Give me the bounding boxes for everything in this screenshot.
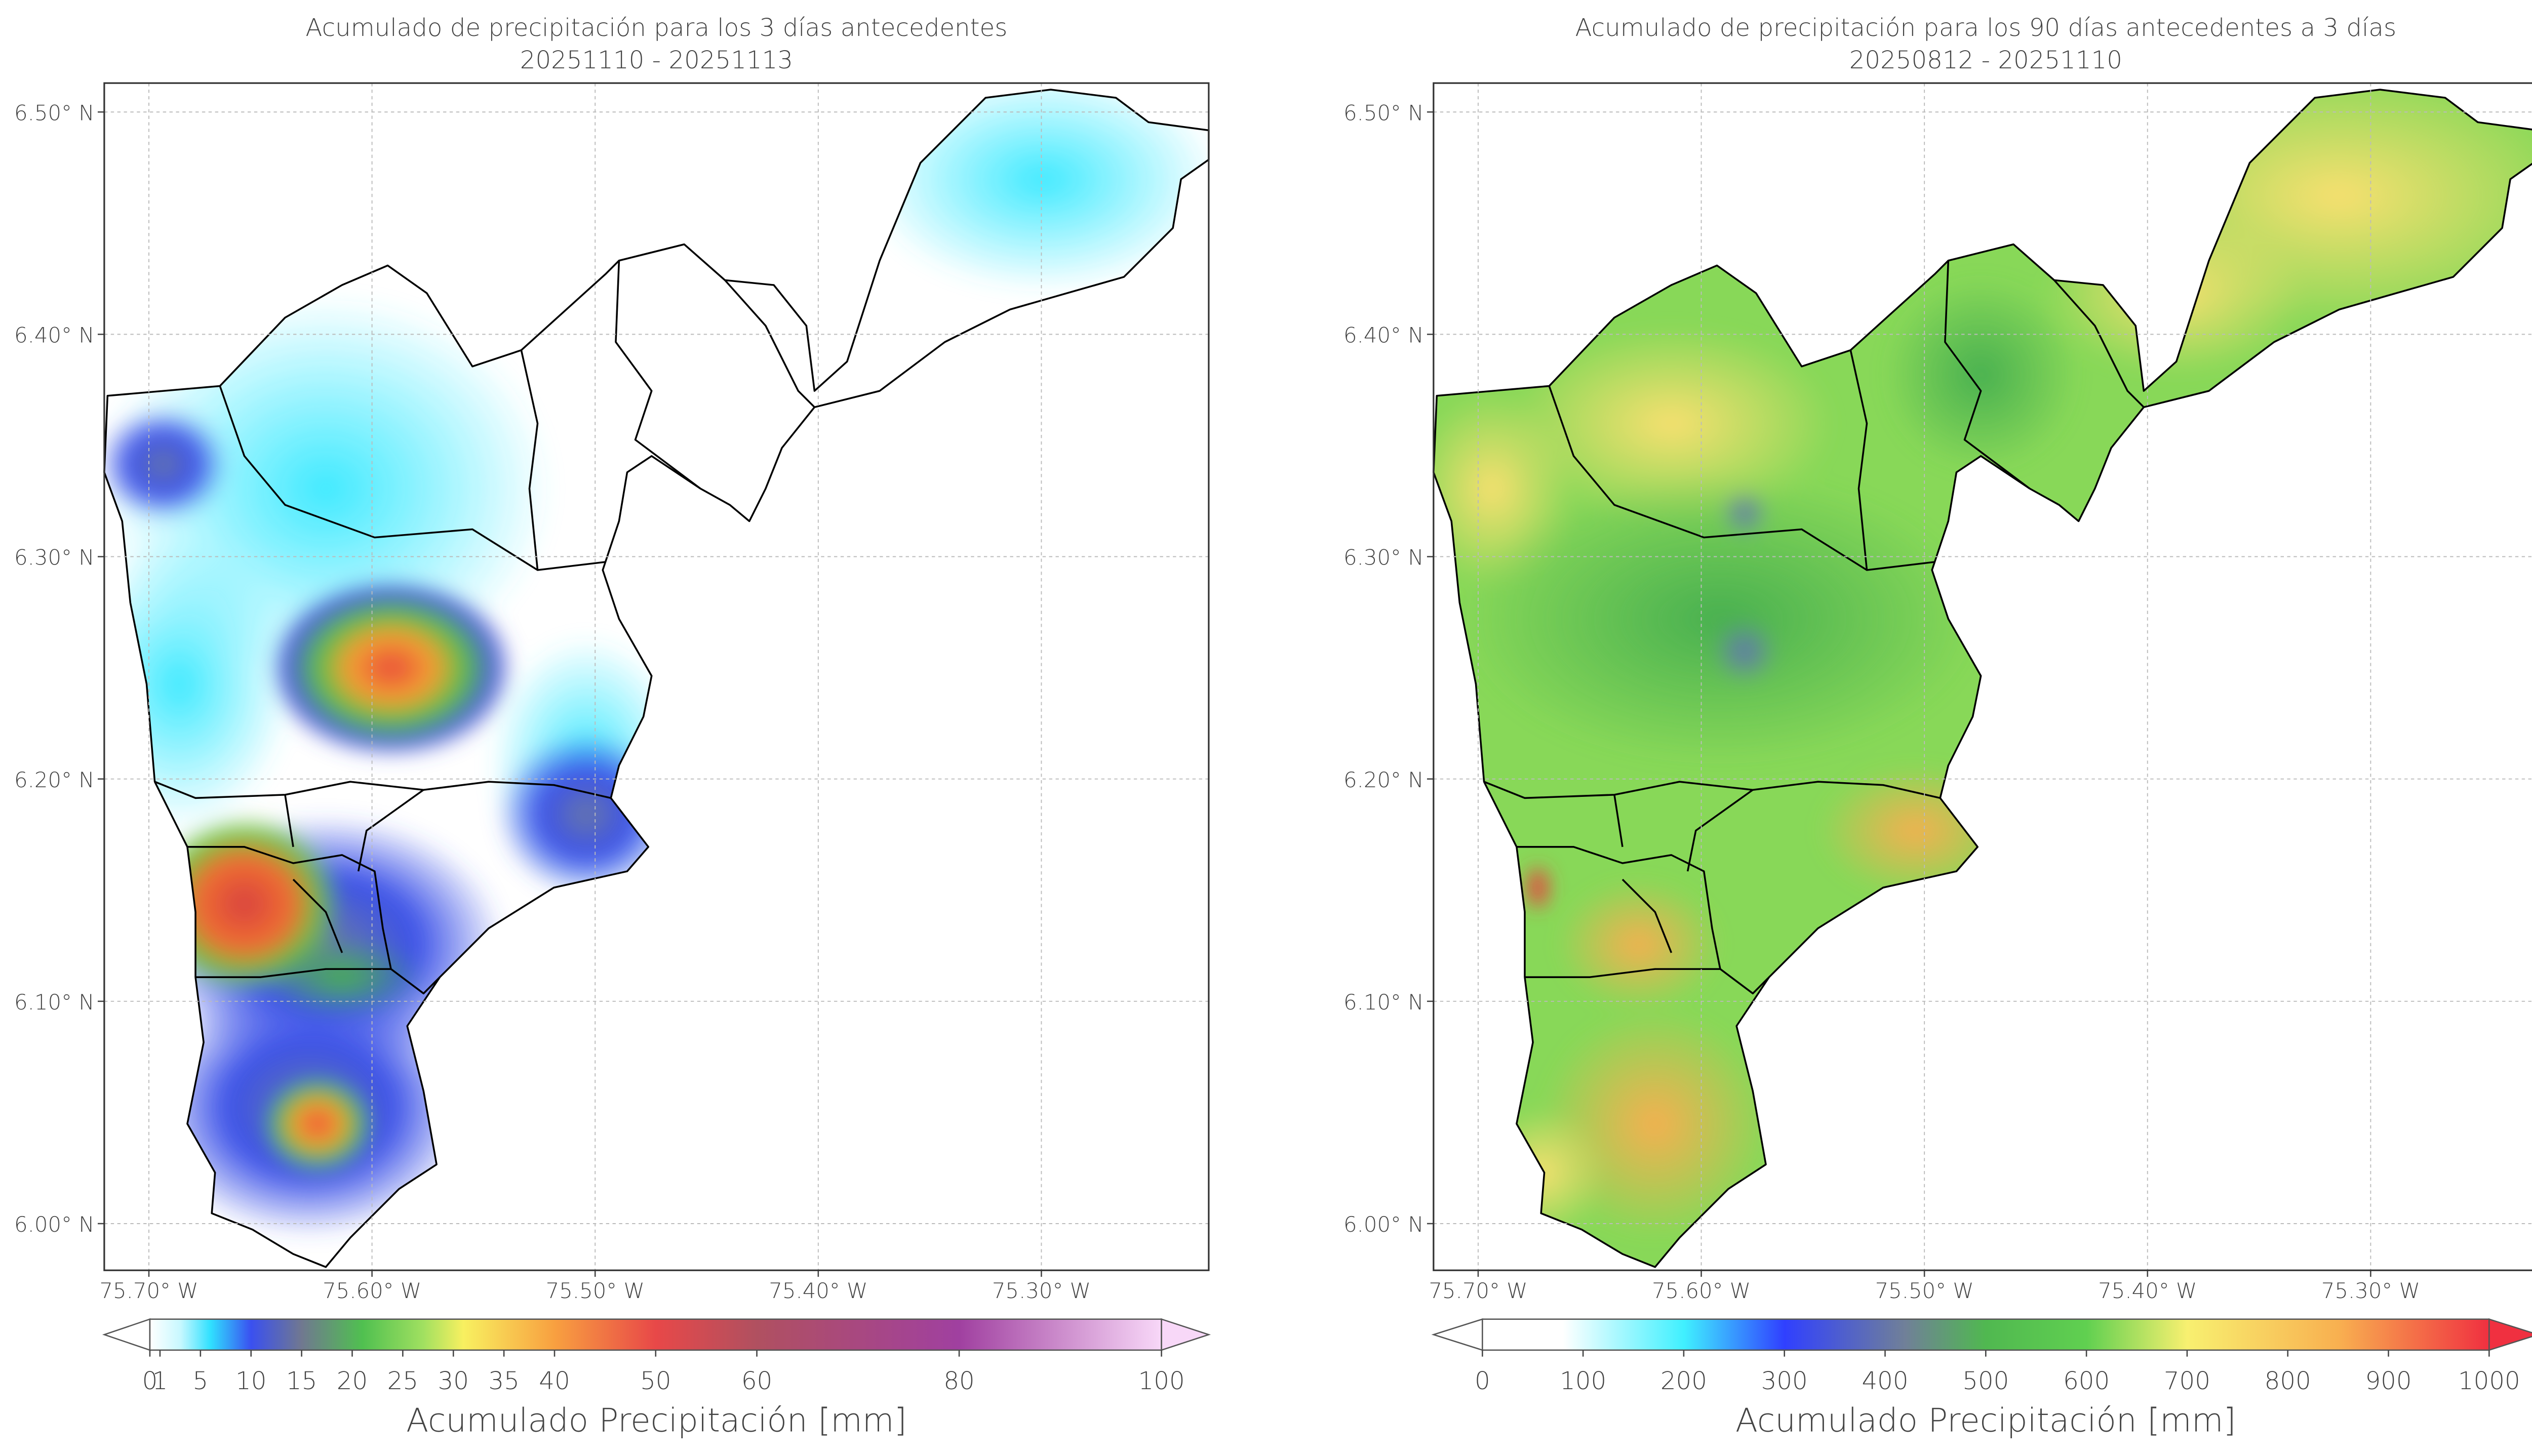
map-title: Acumulado de precipitación para los 90 d…	[1575, 14, 2397, 42]
x-tick-label: 75.40° W	[2098, 1278, 2197, 1303]
colorbar-tick-label: 10	[235, 1367, 266, 1395]
x-tick-label: 75.30° W	[992, 1278, 1091, 1303]
basin-outlines	[103, 89, 1210, 1268]
colorbar-label: Acumulado Precipitación [mm]	[1735, 1402, 2236, 1440]
colorbar-tick-label: 35	[488, 1367, 519, 1395]
colorbar-tick-label: 40	[539, 1367, 570, 1395]
map-subtitle: 20251110 - 20251113	[520, 46, 793, 74]
map-frame	[103, 82, 1210, 1271]
colorbar-tick-label: 200	[1660, 1367, 1707, 1395]
colorbar-tick-label: 600	[2063, 1367, 2110, 1395]
colorbar-tick-label: 60	[741, 1367, 772, 1395]
precip-field-3d	[104, 90, 1209, 1267]
colorbar-tick-label: 800	[2265, 1367, 2311, 1395]
colorbar-tick-label: 50	[640, 1367, 671, 1395]
colorbar-tick-label: 100	[1560, 1367, 1606, 1395]
map-frame	[1433, 82, 2532, 1271]
colorbar-tick-label: 0	[142, 1367, 158, 1395]
colorbar-90d	[1431, 1318, 2532, 1351]
y-tick-label: 6.40° N	[14, 322, 95, 347]
colorbar-tick-label: 900	[2365, 1367, 2411, 1395]
colorbar-tick-label: 5	[192, 1367, 208, 1395]
colorbar-tick-label: 30	[438, 1367, 469, 1395]
colorbar-tick-label: 1	[152, 1367, 168, 1395]
x-tick-label: 75.30° W	[2321, 1278, 2420, 1303]
precip-field-90d	[1433, 90, 2532, 1267]
x-tick-label: 75.50° W	[1875, 1278, 1974, 1303]
y-tick-label: 6.40° N	[1343, 322, 1424, 347]
map-subtitle: 20250812 - 20251110	[1849, 46, 2122, 74]
colorbar-tick-label: 1000	[2458, 1367, 2520, 1395]
y-tick-label: 6.30° N	[14, 545, 95, 570]
colorbar-3d	[102, 1318, 1211, 1351]
x-tick-label: 75.60° W	[323, 1278, 421, 1303]
colorbar-tick-label: 20	[337, 1367, 368, 1395]
y-tick-label: 6.20° N	[14, 767, 95, 792]
colorbar-tick-label: 25	[387, 1367, 418, 1395]
y-tick-label: 6.00° N	[14, 1212, 95, 1237]
x-tick-label: 75.70° W	[99, 1278, 198, 1303]
colorbar-tick-label: 400	[1862, 1367, 1908, 1395]
colorbar-tick-label: 300	[1761, 1367, 1808, 1395]
colorbar-tick-label: 500	[1962, 1367, 2009, 1395]
y-tick-label: 6.50° N	[1343, 100, 1424, 125]
colorbar-tick-label: 15	[286, 1367, 317, 1395]
x-tick-label: 75.70° W	[1429, 1278, 1527, 1303]
y-tick-label: 6.10° N	[1343, 990, 1424, 1015]
x-tick-label: 75.60° W	[1652, 1278, 1751, 1303]
y-tick-label: 6.00° N	[1343, 1212, 1424, 1237]
colorbar-label: Acumulado Precipitación [mm]	[406, 1402, 907, 1440]
x-tick-label: 75.50° W	[546, 1278, 645, 1303]
colorbar-tick-label: 700	[2164, 1367, 2210, 1395]
colorbar-tick-label: 0	[1475, 1367, 1490, 1395]
y-tick-label: 6.10° N	[14, 990, 95, 1015]
y-tick-label: 6.20° N	[1343, 767, 1424, 792]
y-tick-label: 6.50° N	[14, 100, 95, 125]
y-tick-label: 6.30° N	[1343, 545, 1424, 570]
x-tick-label: 75.40° W	[769, 1278, 867, 1303]
colorbar-tick-label: 80	[943, 1367, 974, 1395]
colorbar-tick-label: 100	[1138, 1367, 1185, 1395]
map-title: Acumulado de precipitación para los 3 dí…	[305, 14, 1007, 42]
